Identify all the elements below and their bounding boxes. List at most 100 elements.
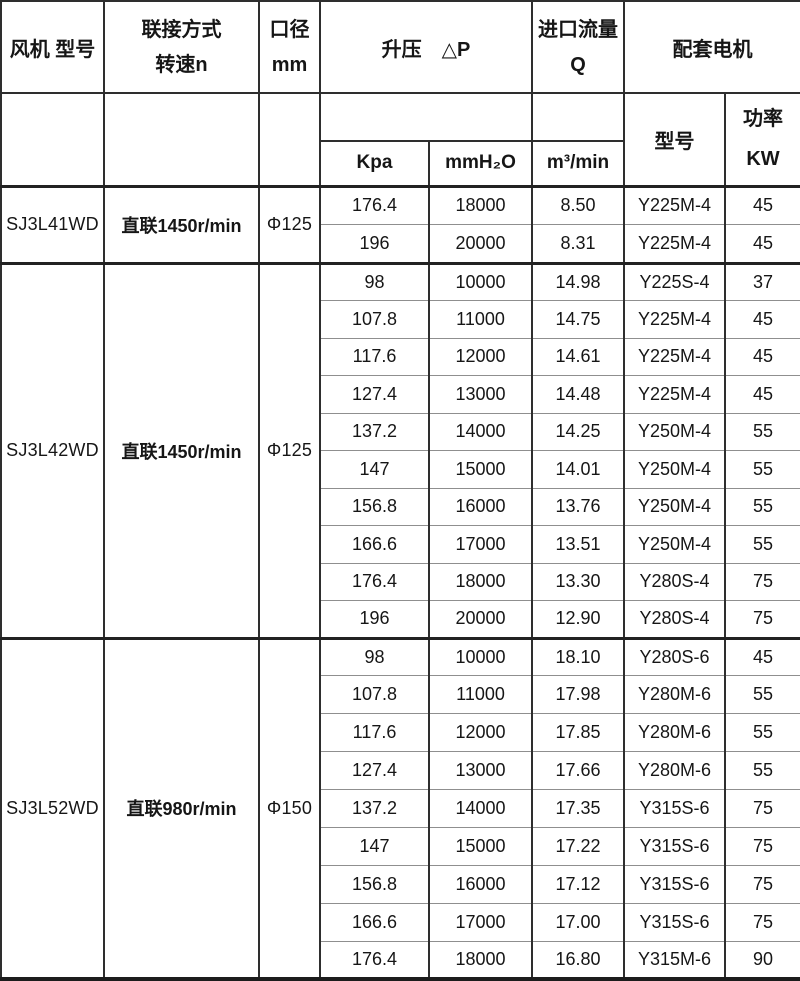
cell-mmh2o: 20000 <box>427 224 534 264</box>
cell-fan-model: SJ3L41WD <box>0 184 105 264</box>
cell-flow: 13.30 <box>531 562 626 601</box>
cell-kpa: 127.4 <box>319 751 430 791</box>
cell-mmh2o: 12000 <box>427 713 534 753</box>
cell-kpa: 166.6 <box>319 525 430 564</box>
header-power-line2: KW <box>746 148 780 171</box>
table-row: 107.8 11000 14.75 Y225M-4 45 <box>1 300 800 339</box>
cell-motor: Y280M-6 <box>623 713 727 753</box>
cell-mmh2o: 18000 <box>427 184 534 225</box>
cell-flow: 17.98 <box>531 675 626 715</box>
cell-mmh2o: 13000 <box>427 375 534 414</box>
cell-power: 45 <box>724 337 800 376</box>
cell-mmh2o: 13000 <box>427 751 534 791</box>
cell-connection-speed: 直联1450r/min <box>103 261 260 639</box>
cell-mmh2o: 17000 <box>427 525 534 564</box>
cell-motor: Y315S-6 <box>623 826 727 866</box>
cell-motor: Y280M-6 <box>623 751 727 791</box>
cell-motor: Y315S-6 <box>623 864 727 904</box>
cell-flow: 12.90 <box>531 600 626 639</box>
cell-diameter: Φ125 <box>258 184 321 264</box>
cell-flow: 18.10 <box>531 636 626 677</box>
cell-flow: 17.00 <box>531 902 626 942</box>
cell-mmh2o: 10000 <box>427 636 534 677</box>
header-row-3: Kpa mmH₂O m³/min <box>1 140 800 187</box>
cell-power: 55 <box>724 450 800 489</box>
cell-motor: Y250M-4 <box>623 412 727 451</box>
empty-cell-flow <box>531 92 626 142</box>
cell-power: 45 <box>724 184 800 225</box>
cell-motor: Y315M-6 <box>623 940 727 980</box>
cell-kpa: 176.4 <box>319 562 430 601</box>
table-row: SJ3L42WD 直联1450r/min Φ125 98 10000 14.98 Y225S… <box>0 261 800 639</box>
table-row: 147 15000 17.22 Y315S-6 75 <box>1 826 800 866</box>
cell-fan-model: SJ3L52WD <box>0 636 105 980</box>
cell-kpa: 156.8 <box>319 487 430 526</box>
cell-mmh2o: 20000 <box>427 600 534 639</box>
cell-flow: 13.51 <box>531 525 626 564</box>
table-body: SJ3L41WD 直联1450r/min Φ125 176.4 18000 8.50 Y22… <box>0 184 800 980</box>
cell-flow: 17.35 <box>531 789 626 828</box>
cell-kpa: 98 <box>319 261 430 301</box>
cell-kpa: 117.6 <box>319 713 430 753</box>
table-row: 196 20000 8.31 Y225M-4 45 <box>1 224 800 264</box>
header-fan-model: 风机 型号 <box>0 0 105 94</box>
header-mmh2o: mmH₂O <box>427 140 534 187</box>
cell-mmh2o: 14000 <box>427 789 534 828</box>
cell-kpa: 117.6 <box>319 337 430 376</box>
table-row: 166.6 17000 13.51 Y250M-4 55 <box>1 525 800 564</box>
cell-mmh2o: 10000 <box>427 261 534 301</box>
cell-flow: 17.66 <box>531 751 626 791</box>
header-connection-speed: 联接方式 转速n <box>103 0 260 94</box>
empty-cell-pressure <box>318 92 534 142</box>
cell-kpa: 137.2 <box>319 789 430 828</box>
cell-power: 75 <box>724 902 800 942</box>
cell-kpa: 196 <box>319 224 430 264</box>
cell-mmh2o: 16000 <box>427 487 534 526</box>
header-motor: 配套电机 <box>623 0 800 94</box>
cell-flow: 16.80 <box>531 940 626 980</box>
cell-motor: Y280M-6 <box>623 675 727 715</box>
cell-motor: Y225M-4 <box>623 184 727 225</box>
table-row: 156.8 16000 17.12 Y315S-6 75 <box>1 864 800 904</box>
cell-kpa: 176.4 <box>319 184 430 225</box>
header-pressure-rise: 升压 △P <box>318 0 534 94</box>
cell-power: 75 <box>724 600 800 639</box>
cell-kpa: 176.4 <box>319 940 430 980</box>
header-diameter-line1: 口径 <box>269 18 310 41</box>
cell-power: 55 <box>724 713 800 753</box>
header-row-1: 风机 型号 联接方式 转速n 口径 mm 升压 △P 进口流量 Q <box>0 0 800 94</box>
cell-flow: 14.25 <box>531 412 626 451</box>
cell-mmh2o: 15000 <box>427 826 534 866</box>
header-diameter: 口径 mm <box>258 0 321 94</box>
cell-connection-speed: 直联980r/min <box>103 636 260 980</box>
cell-motor: Y280S-4 <box>623 600 727 639</box>
table-row: SJ3L41WD 直联1450r/min Φ125 176.4 18000 8.50 Y22… <box>0 184 800 264</box>
cell-flow: 13.76 <box>531 487 626 526</box>
cell-motor: Y225M-4 <box>623 224 727 264</box>
cell-mmh2o: 11000 <box>427 300 534 339</box>
table-row: 147 15000 14.01 Y250M-4 55 <box>1 450 800 489</box>
table-row: 137.2 14000 14.25 Y250M-4 55 <box>1 412 800 451</box>
empty-cell-fan-model <box>0 92 105 187</box>
table-row: 166.6 17000 17.00 Y315S-6 75 <box>1 902 800 942</box>
table-row: SJ3L52WD 直联980r/min Φ150 98 10000 18.10 Y280S-… <box>0 636 800 980</box>
cell-power: 45 <box>724 636 800 677</box>
cell-power: 45 <box>724 300 800 339</box>
empty-cell-connection <box>103 92 260 187</box>
cell-kpa: 98 <box>319 636 430 677</box>
cell-power: 75 <box>724 864 800 904</box>
cell-power: 75 <box>724 562 800 601</box>
cell-power: 90 <box>724 940 800 980</box>
cell-motor: Y280S-6 <box>623 636 727 677</box>
cell-motor: Y250M-4 <box>623 525 727 564</box>
cell-mmh2o: 18000 <box>427 940 534 980</box>
header-motor-model: 型号 <box>623 92 727 187</box>
header-kpa: Kpa <box>319 140 430 187</box>
table-row: 176.4 18000 13.30 Y280S-4 75 <box>1 562 800 601</box>
cell-flow: 17.85 <box>531 713 626 753</box>
cell-flow: 17.12 <box>531 864 626 904</box>
cell-power: 45 <box>724 375 800 414</box>
cell-mmh2o: 17000 <box>427 902 534 942</box>
header-power-line1: 功率 <box>743 108 784 131</box>
